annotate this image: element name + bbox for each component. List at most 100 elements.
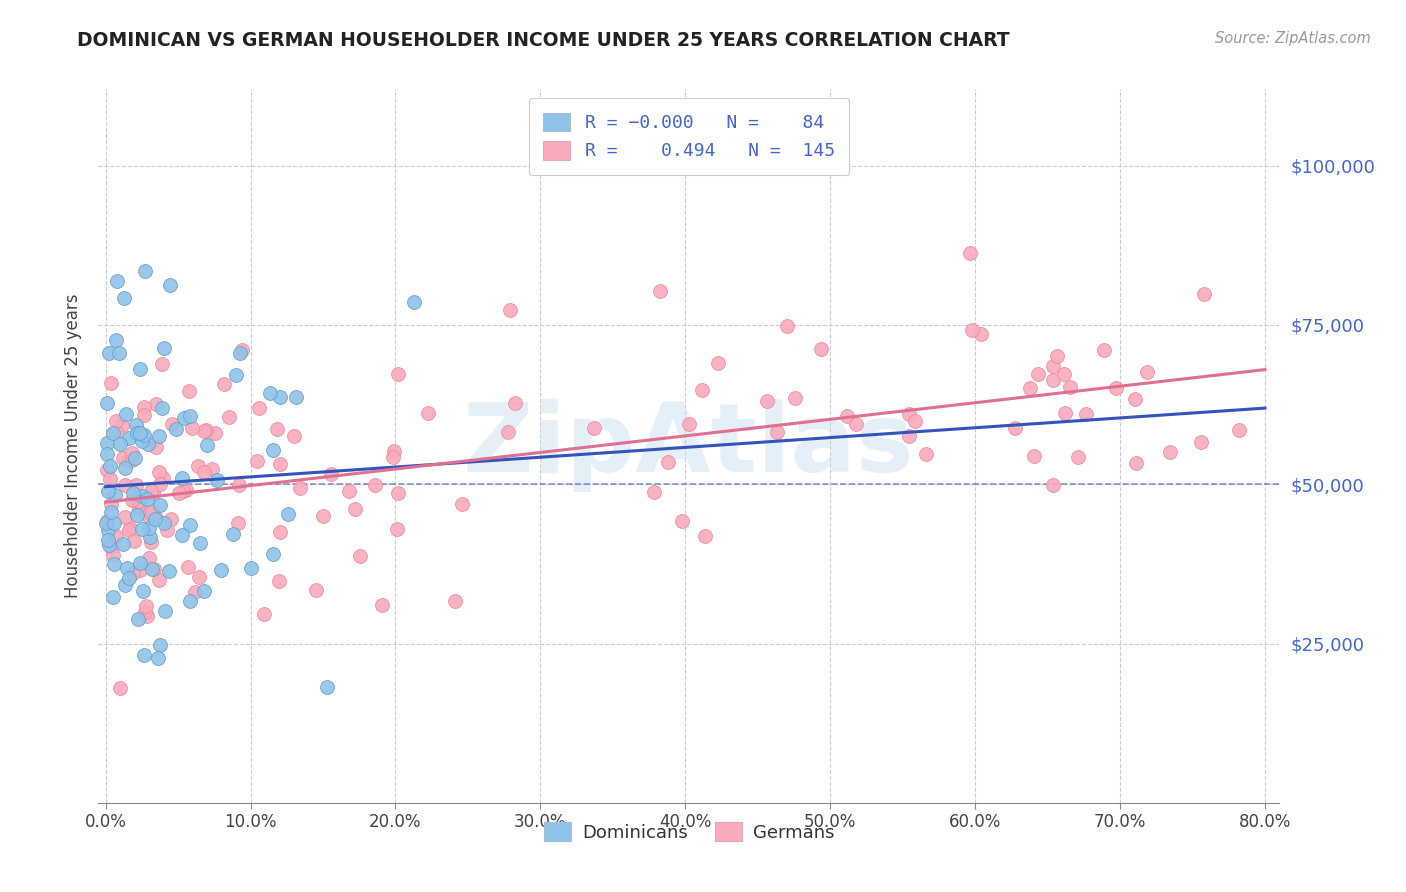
Point [142, 486, 165, 500]
Point [404, 295, 426, 310]
Point [101, 425, 124, 440]
Point [165, 422, 187, 436]
Point [112, 537, 135, 551]
Point [139, 506, 162, 520]
Point [128, 426, 150, 441]
Point [269, 457, 291, 471]
Point [138, 510, 160, 524]
Text: Source: ZipAtlas.com: Source: ZipAtlas.com [1215, 31, 1371, 46]
Point [184, 585, 207, 599]
Point [125, 418, 148, 433]
Point [172, 528, 194, 542]
Point [1092, 343, 1115, 358]
Point [914, 447, 936, 461]
Point [837, 409, 859, 423]
Point [174, 483, 197, 497]
Point [1074, 407, 1097, 421]
Point [148, 429, 170, 443]
Point [159, 278, 181, 293]
Point [97, 483, 120, 498]
Point [127, 493, 149, 508]
Point [444, 594, 467, 608]
Point [103, 516, 125, 531]
Point [349, 549, 371, 563]
Point [115, 561, 138, 575]
Point [305, 583, 328, 598]
Point [114, 461, 136, 475]
Point [775, 319, 797, 334]
Point [104, 488, 127, 502]
Point [128, 496, 150, 510]
Point [288, 481, 311, 495]
Point [96, 396, 118, 410]
Point [960, 323, 983, 337]
Point [177, 559, 200, 574]
Point [148, 573, 170, 587]
Point [193, 425, 215, 439]
Point [1046, 349, 1069, 363]
Point [1159, 445, 1181, 459]
Point [125, 426, 148, 441]
Point [179, 409, 201, 424]
Point [845, 417, 868, 431]
Point [312, 508, 335, 523]
Point [157, 564, 180, 578]
Point [1059, 380, 1081, 394]
Point [285, 390, 308, 404]
Point [143, 512, 166, 526]
Point [149, 499, 172, 513]
Point [125, 478, 148, 492]
Point [187, 570, 209, 584]
Point [121, 446, 143, 460]
Point [108, 346, 131, 360]
Point [153, 516, 176, 530]
Point [225, 368, 247, 382]
Point [134, 264, 156, 278]
Point [173, 411, 195, 425]
Point [1026, 367, 1049, 381]
Point [97, 538, 120, 552]
Point [897, 408, 920, 422]
Point [187, 458, 209, 473]
Point [96, 533, 118, 547]
Point [114, 478, 136, 492]
Point [104, 333, 127, 347]
Point [231, 343, 253, 357]
Point [127, 612, 149, 626]
Point [139, 530, 162, 544]
Point [269, 574, 291, 589]
Legend: Dominicans, Germans: Dominicans, Germans [534, 814, 844, 851]
Point [148, 476, 170, 491]
Y-axis label: Householder Income Under 25 years: Householder Income Under 25 years [65, 293, 83, 599]
Point [321, 467, 343, 482]
Point [240, 561, 263, 575]
Point [117, 454, 139, 468]
Point [1067, 450, 1090, 464]
Point [1042, 373, 1064, 387]
Point [755, 394, 778, 409]
Point [253, 607, 276, 622]
Point [100, 540, 122, 554]
Point [179, 517, 201, 532]
Point [228, 478, 250, 492]
Point [193, 583, 215, 598]
Point [120, 521, 142, 535]
Point [152, 471, 174, 485]
Point [283, 429, 305, 443]
Point [100, 497, 122, 511]
Point [970, 326, 993, 341]
Point [131, 434, 153, 448]
Point [269, 525, 291, 540]
Point [385, 522, 408, 536]
Point [222, 527, 245, 541]
Point [160, 417, 183, 431]
Point [103, 557, 125, 571]
Point [138, 437, 160, 451]
Point [146, 650, 169, 665]
Point [904, 414, 927, 428]
Point [766, 425, 789, 439]
Point [1042, 478, 1064, 492]
Point [104, 425, 127, 439]
Point [135, 599, 157, 614]
Point [1042, 359, 1064, 373]
